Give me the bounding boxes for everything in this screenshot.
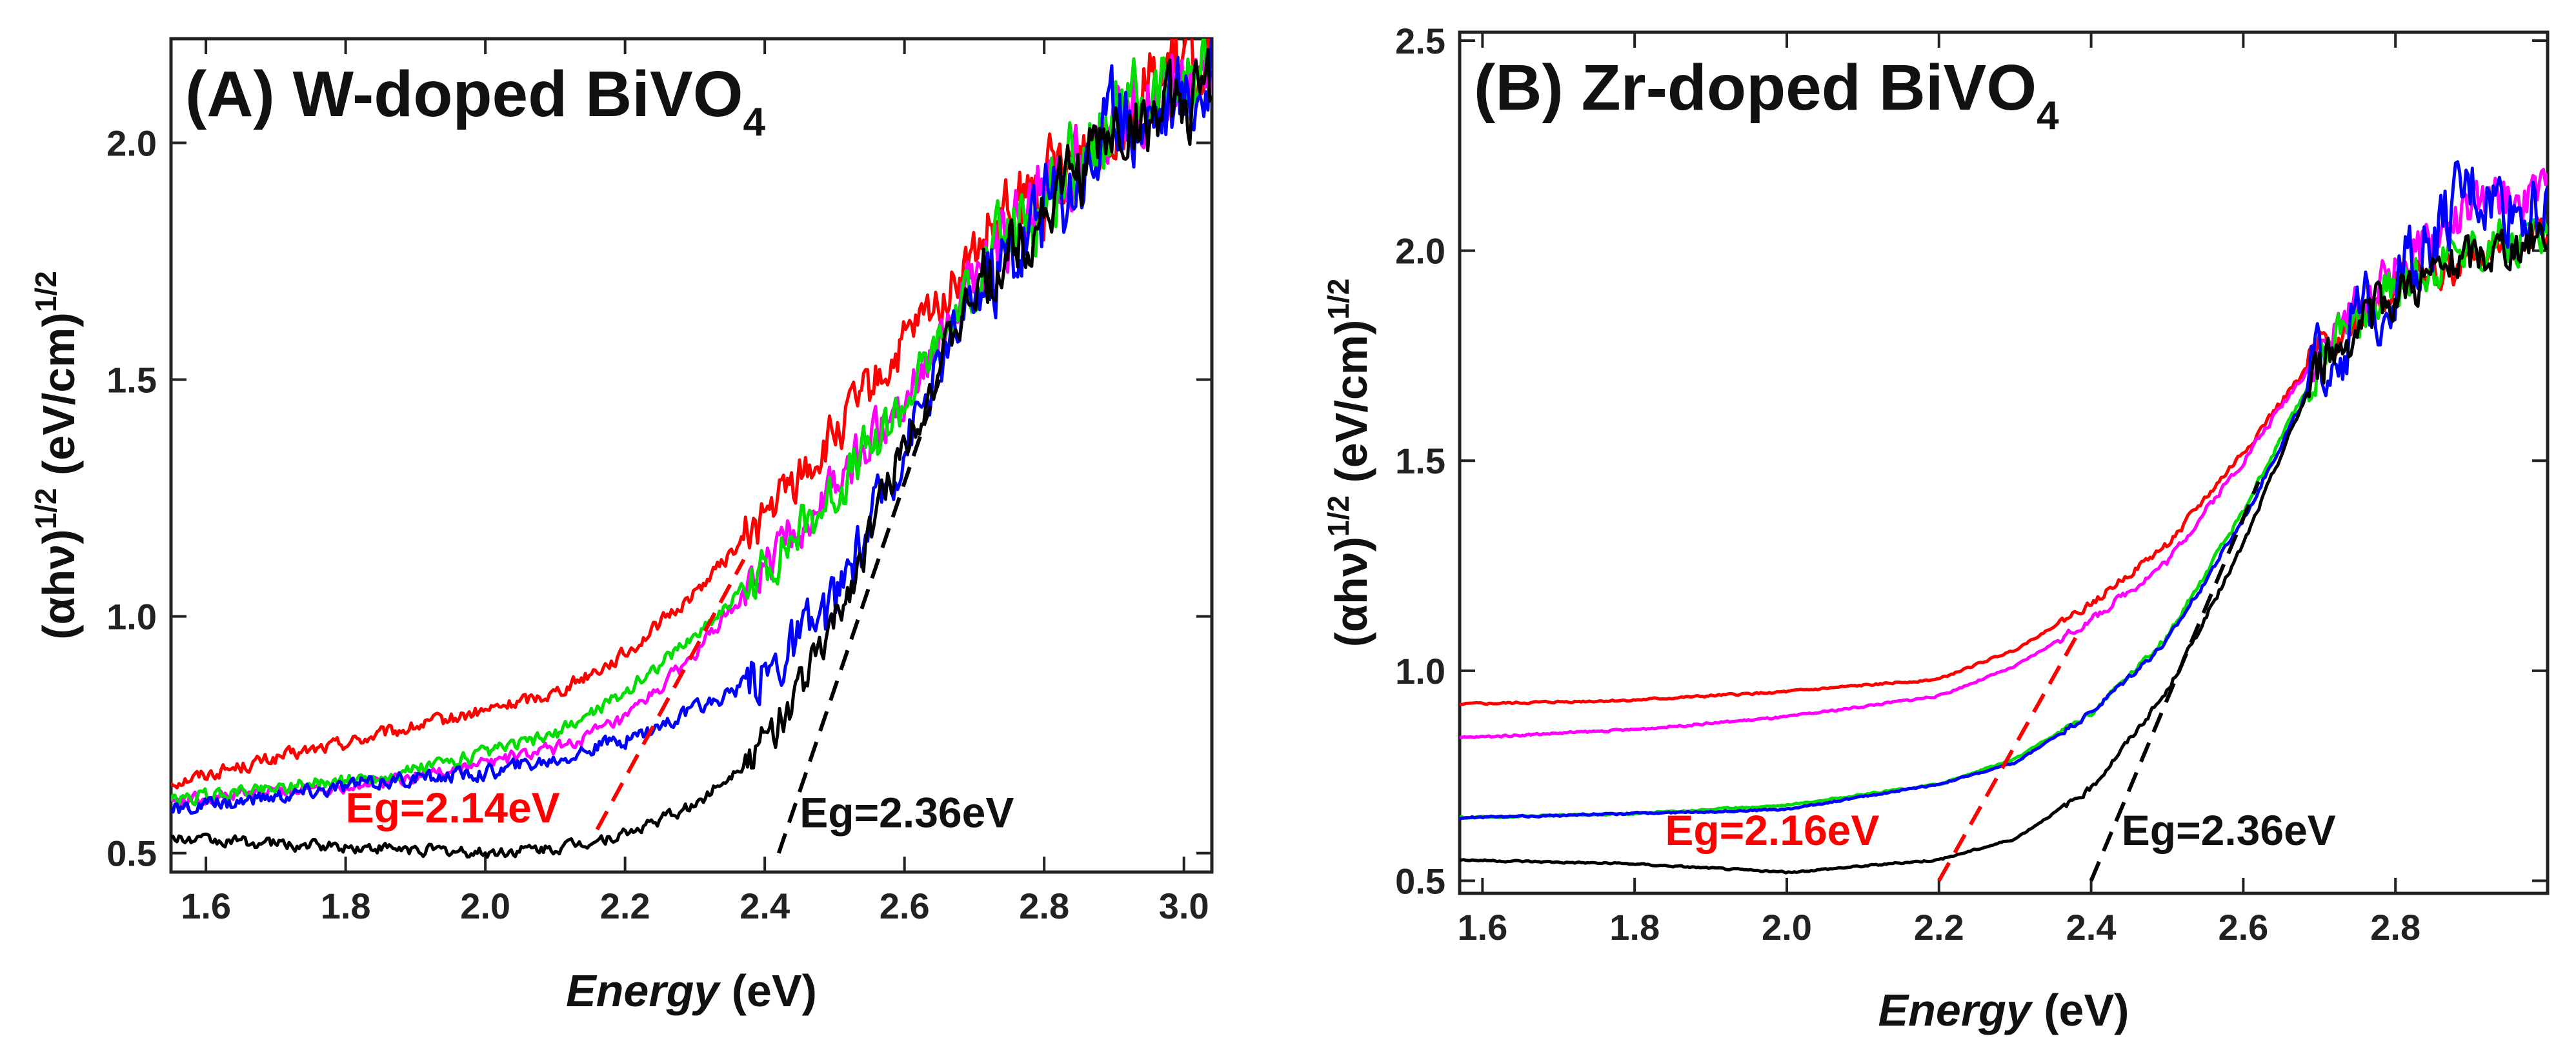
y-tick-label: 1.0	[106, 597, 157, 637]
x-axis-title: Energy (eV)	[1878, 985, 2129, 1035]
series-red-line	[171, 39, 1212, 790]
x-tick-label: 2.2	[1914, 907, 1964, 948]
fit-line-pristine	[2089, 481, 2260, 882]
bandgap-label-doped: Eg=2.16eV	[1665, 806, 1879, 854]
x-tick-label: 2.4	[2066, 907, 2117, 948]
series-magenta-line	[1460, 168, 2548, 739]
x-tick-label: 2.0	[460, 886, 510, 926]
y-axis-title: (αhν)1/2 (eV/cm)1/2	[29, 271, 84, 640]
x-tick-label: 2.2	[600, 886, 650, 926]
fit-line-doped	[1937, 636, 2078, 882]
y-tick-label: 0.5	[106, 833, 157, 874]
x-tick-label: 1.8	[321, 886, 371, 926]
panel-title: (A) W-doped BiVO4	[185, 58, 766, 144]
y-tick-label: 1.0	[1395, 651, 1445, 691]
plot-frame	[169, 37, 1214, 874]
panel-title: (B) Zr-doped BiVO4	[1474, 52, 2059, 138]
y-tick-label: 2.5	[1395, 21, 1445, 61]
series-blue-line	[1460, 160, 2548, 820]
panel-b: 1.6 1.8 2.0 2.2 2.4 2.6 2.8 0.5 1.0 1.5 2.0 2.5 Eg=2…	[1322, 21, 2550, 1035]
series-magenta-line	[171, 54, 1212, 808]
y-axis-title: (αhν)1/2 (eV/cm)1/2	[1322, 279, 1376, 648]
x-tick-label: 2.0	[1762, 907, 1812, 948]
x-tick-label: 2.6	[2218, 907, 2268, 948]
x-tick-label: 2.8	[2370, 907, 2420, 948]
series-black-line	[1460, 221, 2548, 875]
x-tick-label: 3.0	[1159, 886, 1209, 926]
x-tick-label: 1.8	[1609, 907, 1660, 948]
x-axis-title: Energy (eV)	[566, 966, 817, 1016]
x-tick-label: 2.6	[880, 886, 930, 926]
x-tick-label: 2.4	[740, 886, 790, 926]
x-tick-label: 2.8	[1019, 886, 1069, 926]
x-tick-label: 1.6	[1457, 907, 1507, 948]
fit-line-pristine	[776, 379, 941, 854]
y-tick-label: 1.5	[106, 360, 157, 401]
fit-line-doped	[595, 559, 746, 831]
series-black-line	[171, 48, 1212, 859]
panel-a: 1.6 1.8 2.0 2.2 2.4 2.6 2.8 3.0 0.5 1.0 1.5 2.0 Eg=2…	[29, 37, 1214, 1016]
bandgap-label-pristine: Eg=2.36eV	[800, 788, 1014, 836]
y-tick-label: 2.0	[1395, 231, 1445, 272]
bandgap-label-doped: Eg=2.14eV	[346, 784, 560, 831]
plot-area	[171, 39, 1212, 859]
y-tick-label: 1.5	[1395, 441, 1445, 481]
y-tick-label: 0.5	[1395, 860, 1445, 901]
series-blue-line	[171, 39, 1212, 815]
y-tick-label: 2.0	[106, 123, 157, 164]
bandgap-label-pristine: Eg=2.36eV	[2122, 806, 2336, 854]
plot-frame	[1458, 30, 2550, 895]
x-tick-label: 1.6	[181, 886, 231, 926]
series-green-line	[171, 39, 1212, 807]
